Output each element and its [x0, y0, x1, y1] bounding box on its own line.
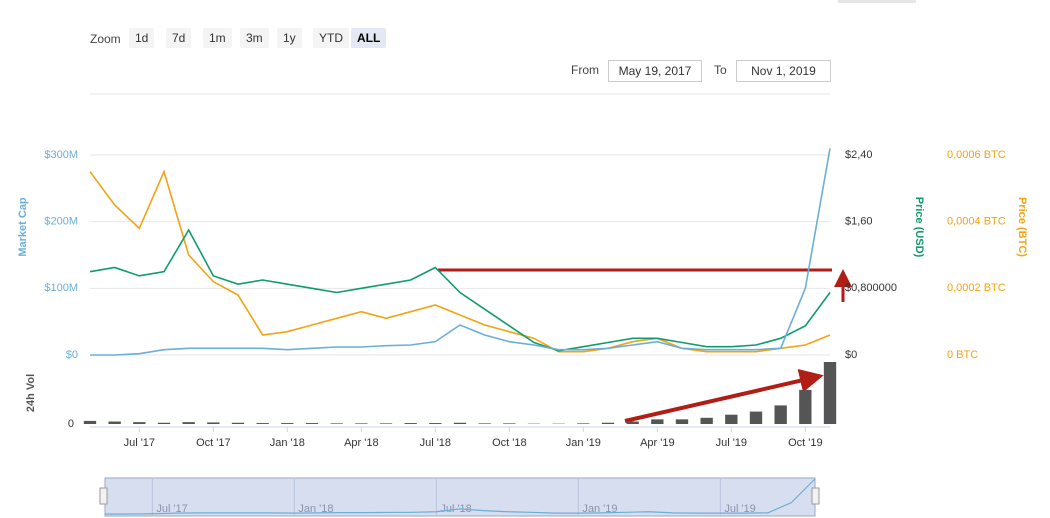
navigator: Jul '17 Jan '18 Jul '18 Jan '19 Jul '19 [105, 478, 816, 516]
volume-bar [823, 362, 837, 424]
x-tick-label: Oct '18 [492, 437, 527, 449]
x-tick-label: Jul '17 [124, 437, 155, 449]
zoom-button[interactable]: 1m [203, 28, 232, 48]
volume-bar [133, 422, 146, 424]
y3-tick-label: 0,0006 BTC [947, 149, 1006, 161]
y3-tick-label: 0,0002 BTC [947, 282, 1006, 294]
volume-bar [108, 421, 121, 424]
x-tick-label: Jul '19 [716, 437, 747, 449]
x-tick-label: Jul '18 [420, 437, 451, 449]
x-tick-label: Jan '18 [270, 437, 305, 449]
volume-bar [651, 419, 664, 424]
volume-bar [453, 422, 467, 424]
y-tick-label: $200M [44, 216, 78, 228]
y-tick-label: $100M [44, 282, 78, 294]
volume-bar [675, 419, 689, 424]
x-tick-label: Apr '18 [344, 437, 379, 449]
annotations [438, 268, 852, 423]
y3-axis-label: Price (BTC) [1016, 197, 1028, 257]
to-label: To [714, 63, 727, 77]
x-tick-label: Apr '19 [640, 437, 675, 449]
zoom-button[interactable]: YTD [313, 28, 349, 48]
zoom-button[interactable]: 3m [240, 28, 269, 48]
volume-bar [429, 423, 442, 424]
y2-axis-label: Price (USD) [913, 197, 925, 258]
y2-tick-label: $0 [845, 349, 857, 361]
volume-bar [281, 423, 294, 424]
volume-bar [404, 423, 417, 424]
y3-tick-label: 0 BTC [947, 349, 978, 361]
scrollbar [838, 0, 916, 3]
series-line [89, 169, 831, 353]
from-input[interactable]: May 19, 2017 [608, 60, 702, 82]
volume-bar [774, 405, 787, 424]
volume-bar [207, 422, 220, 424]
volume-bar [700, 417, 713, 424]
volume-bar [182, 422, 195, 424]
navigator-label: Jan '19 [582, 503, 617, 515]
zoom-button[interactable]: 7d [166, 28, 192, 48]
navigator-label: Jul '17 [156, 503, 187, 515]
volume-bar [799, 389, 812, 424]
x-tick-label: Oct '17 [196, 437, 231, 449]
navigator-handle[interactable] [811, 487, 820, 505]
y2-tick-label: $2,40 [845, 149, 873, 161]
y-axis-label: Market Cap [17, 197, 29, 257]
volume-bar [305, 423, 319, 424]
volume-bar [330, 423, 343, 424]
y2-tick-label: $1,60 [845, 216, 873, 228]
series-line [89, 228, 831, 352]
navigator-handle[interactable] [99, 487, 108, 505]
from-label: From [571, 63, 599, 77]
volume-bar [626, 421, 639, 424]
y-tick-label: $0 [66, 349, 78, 361]
volume-bar [725, 414, 738, 424]
y-tick-label: $300M [44, 149, 78, 161]
y3-tick-label: 0,0004 BTC [947, 216, 1006, 228]
volume-bar [478, 423, 491, 424]
volume-bar [256, 423, 269, 424]
navigator-label: Jul '19 [724, 503, 755, 515]
navigator-label: Jan '18 [298, 503, 333, 515]
series-line [90, 148, 831, 356]
x-tick-label: Oct '19 [788, 437, 823, 449]
volume-bar [601, 422, 615, 424]
annotation-arrow [624, 368, 824, 423]
volume-bar [577, 423, 590, 424]
volume-bar [157, 422, 171, 424]
volume-bar [749, 411, 763, 424]
zoom-button[interactable]: 1d [129, 28, 155, 48]
volume-tick-label: 0 [68, 418, 74, 430]
volume-bar [83, 420, 97, 424]
to-input[interactable]: Nov 1, 2019 [736, 60, 831, 82]
zoom-button[interactable]: 1y [277, 28, 302, 48]
volume-bar [379, 423, 393, 424]
zoom-button[interactable]: ALL [351, 28, 387, 48]
volume-bar [355, 423, 368, 424]
volume-bar [231, 422, 245, 424]
y2-tick-label: $0,800000 [845, 282, 897, 294]
x-tick-label: Jan '19 [566, 437, 601, 449]
volume-axis-label: 24h Vol [25, 374, 37, 412]
navigator-line [105, 478, 816, 515]
volume-bar [503, 423, 516, 424]
zoom-label: Zoom [90, 32, 121, 46]
